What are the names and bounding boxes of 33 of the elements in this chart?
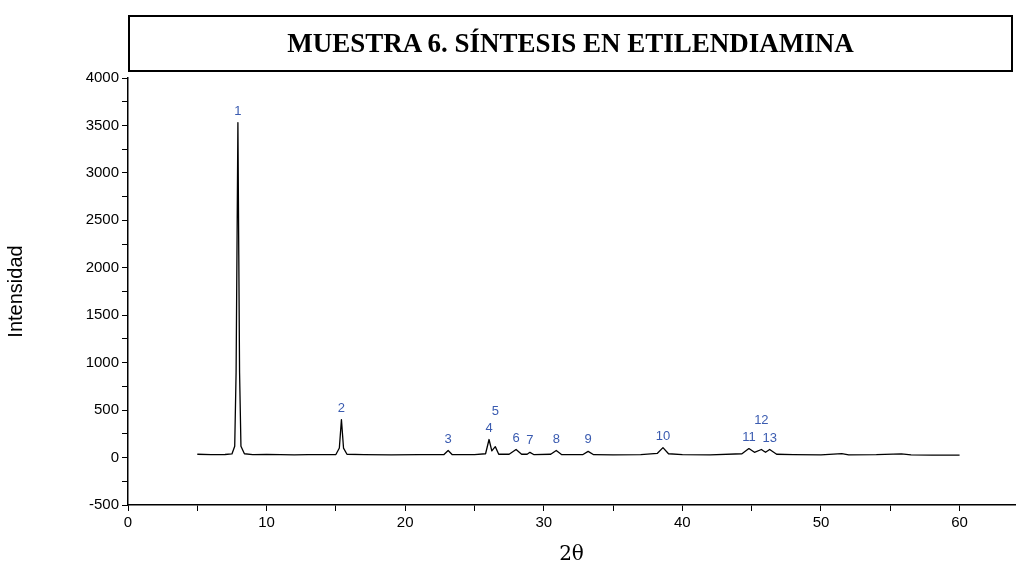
x-tick-label: 40 bbox=[674, 513, 691, 531]
x-tick-label: 10 bbox=[258, 513, 275, 531]
y-tick-label: 4000 bbox=[85, 68, 119, 86]
y-tick-label: 0 bbox=[110, 447, 119, 465]
x-tick-label: 50 bbox=[812, 513, 830, 531]
y-tick-label: 3500 bbox=[85, 115, 119, 133]
y-tick-label: -500 bbox=[88, 495, 119, 513]
x-tick-label: 20 bbox=[396, 513, 414, 531]
y-tick-label: 2000 bbox=[85, 257, 119, 275]
y-tick-label: 1500 bbox=[85, 305, 119, 323]
annotation: 5 bbox=[491, 402, 499, 418]
x-tick-label: 0 bbox=[123, 513, 133, 531]
x-axis-title: 2θ bbox=[559, 541, 584, 566]
annotation: 10 bbox=[655, 427, 671, 443]
annotation: 7 bbox=[526, 432, 534, 448]
annotation: 6 bbox=[512, 429, 520, 445]
y-tick-label: 1000 bbox=[85, 352, 119, 370]
y-tick-label: 3000 bbox=[85, 163, 119, 181]
y-tick-label: 500 bbox=[93, 400, 119, 418]
annotation: 13 bbox=[762, 429, 777, 445]
annotation: 3 bbox=[444, 430, 452, 446]
annotation: 11 bbox=[742, 428, 756, 444]
annotation: 8 bbox=[552, 430, 560, 446]
y-tick-label: 2500 bbox=[85, 210, 119, 228]
x-tick-label: 60 bbox=[951, 513, 968, 531]
annotation: 9 bbox=[584, 431, 592, 447]
y-axis-title: Intensidad bbox=[3, 245, 26, 338]
chart-title: MUESTRA 6. SÍNTESIS EN ETILENDIAMINA bbox=[128, 15, 1013, 72]
annotation: 1 bbox=[234, 102, 242, 118]
annotation: 12 bbox=[754, 411, 769, 427]
x-tick-label: 30 bbox=[535, 513, 553, 531]
annotation: 2 bbox=[337, 399, 346, 415]
annotation: 4 bbox=[485, 419, 493, 435]
